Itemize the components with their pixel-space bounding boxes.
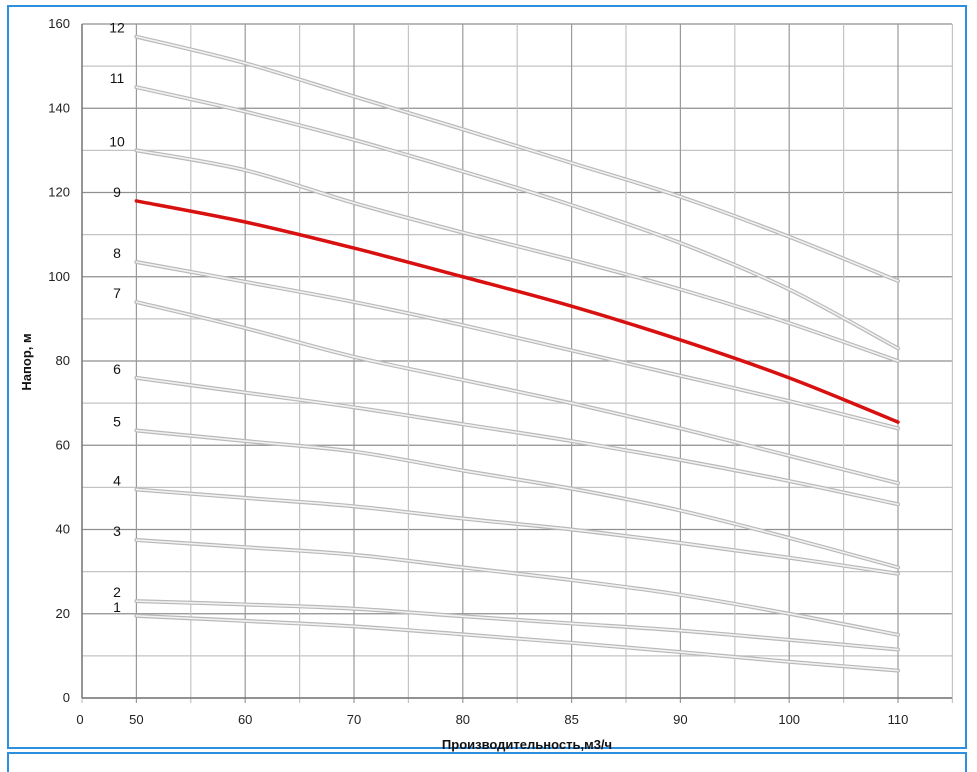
x-tick-label: 70	[347, 712, 361, 727]
x-tick-label: 90	[673, 712, 687, 727]
series-line-2	[135, 600, 899, 651]
series-line-1	[135, 615, 899, 672]
x-tick-label: 110	[888, 712, 909, 727]
series-label: 12	[109, 20, 125, 36]
x-tick-label: 85	[564, 712, 578, 727]
x-tick-label: 50	[129, 712, 143, 727]
series-line-8	[135, 261, 899, 430]
series-label: 2	[113, 584, 121, 600]
y-tick-label: 160	[48, 16, 70, 31]
x-tick-label: 60	[238, 712, 252, 727]
series-line-6	[135, 377, 899, 506]
y-tick-label: 100	[48, 269, 70, 284]
grid	[81, 23, 954, 703]
series-line-9	[134, 199, 900, 424]
x-tick-label: 80	[456, 712, 470, 727]
y-tick-label: 60	[56, 437, 70, 452]
y-tick-label: 20	[56, 606, 70, 621]
y-tick-label: 120	[48, 185, 70, 200]
x-tick-label: 100	[778, 712, 800, 727]
series-label: 3	[113, 523, 121, 539]
chart-frame	[7, 5, 967, 749]
series-line-4	[135, 488, 899, 575]
y-axis-title: Напор, м	[19, 333, 34, 390]
series	[134, 34, 900, 673]
y-tick-label: 0	[63, 690, 70, 705]
series-label: 11	[110, 70, 125, 86]
series-line-5	[135, 429, 899, 569]
series-label: 9	[113, 184, 121, 200]
y-tick-label: 40	[56, 522, 70, 537]
y-tick-label: 140	[48, 100, 70, 115]
series-label: 10	[109, 133, 125, 149]
series-label: 5	[113, 414, 121, 430]
series-line-11	[135, 86, 899, 350]
series-line-10	[135, 149, 899, 362]
series-label: 4	[113, 472, 121, 488]
lower-frame	[7, 752, 967, 772]
x-tick-label: 0	[76, 712, 83, 727]
x-axis-title: Производительность,м3/ч	[442, 737, 612, 752]
series-label: 1	[113, 599, 121, 615]
series-label: 6	[113, 361, 121, 377]
series-line-3	[135, 539, 899, 636]
series-label: 7	[113, 285, 121, 301]
series-line-12	[135, 35, 899, 282]
y-tick-label: 80	[56, 353, 70, 368]
series-line-7	[135, 301, 899, 484]
series-label: 8	[113, 245, 121, 261]
